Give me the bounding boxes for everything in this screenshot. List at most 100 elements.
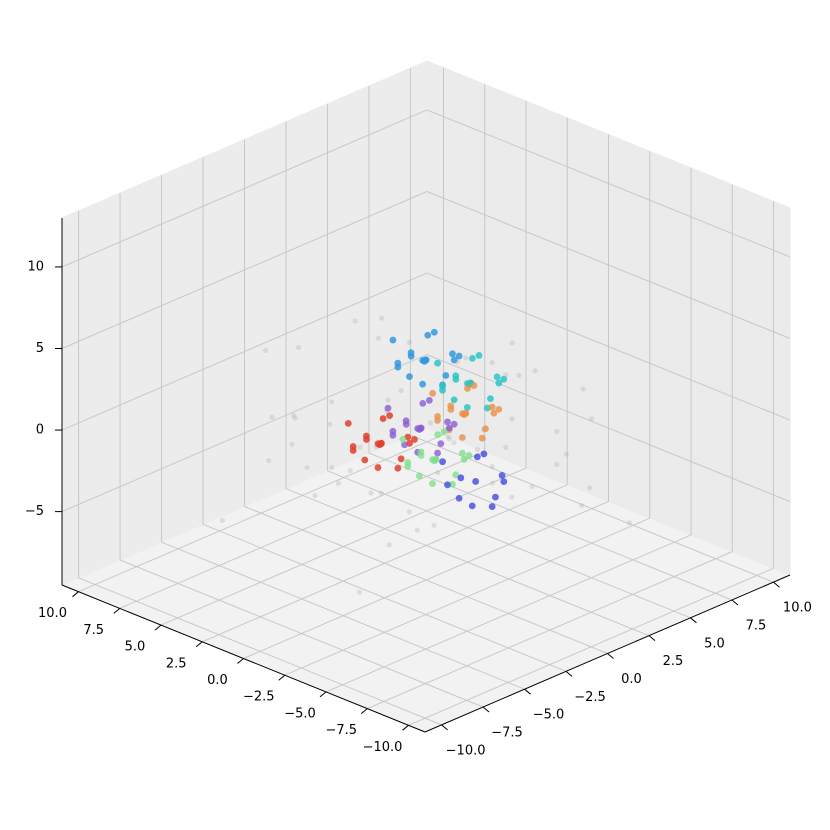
point xyxy=(347,467,353,474)
z-tick-label: 5 xyxy=(36,341,44,356)
point xyxy=(498,472,506,479)
y-tick xyxy=(690,617,697,624)
point xyxy=(449,480,456,488)
point xyxy=(399,436,407,443)
y-tick xyxy=(441,724,448,731)
point xyxy=(489,359,495,366)
point xyxy=(480,450,488,458)
grid-line xyxy=(161,541,525,690)
point xyxy=(487,395,494,403)
point xyxy=(463,355,469,361)
x-tick-label: 2.5 xyxy=(166,656,187,671)
point xyxy=(516,372,522,379)
point xyxy=(389,336,397,344)
point xyxy=(389,431,397,439)
point xyxy=(503,444,509,450)
point xyxy=(474,447,480,453)
grid-line xyxy=(61,109,428,268)
point xyxy=(495,405,503,413)
point xyxy=(449,350,456,358)
grid-line xyxy=(202,523,567,672)
point xyxy=(470,382,478,389)
point xyxy=(444,481,451,489)
grid-line xyxy=(426,191,791,339)
grid-line xyxy=(78,577,442,726)
point xyxy=(335,480,342,486)
point xyxy=(458,449,466,457)
x-tick-label: −2.5 xyxy=(243,690,275,705)
point xyxy=(329,464,335,470)
grid-line xyxy=(327,470,691,619)
point xyxy=(444,418,451,426)
point xyxy=(378,315,385,321)
point xyxy=(424,331,432,339)
y-tick-label: −5.0 xyxy=(533,708,565,723)
point xyxy=(463,403,471,411)
point xyxy=(464,385,471,392)
point xyxy=(219,517,226,523)
point xyxy=(452,372,460,380)
point xyxy=(425,396,433,404)
point xyxy=(509,494,515,500)
point xyxy=(445,424,453,432)
x-tick-label: −5.0 xyxy=(284,706,316,721)
point xyxy=(406,339,413,346)
grid-line xyxy=(410,434,774,583)
x-tick-label: 0.0 xyxy=(207,673,228,688)
point xyxy=(475,352,483,359)
point xyxy=(460,455,468,463)
point xyxy=(457,474,465,482)
point xyxy=(465,452,473,459)
point xyxy=(296,344,302,351)
y-tick xyxy=(773,581,780,588)
point xyxy=(417,424,425,432)
x-tick-label: −7.5 xyxy=(325,723,357,738)
point xyxy=(312,492,318,499)
point xyxy=(455,494,463,502)
point xyxy=(352,318,358,324)
point xyxy=(415,472,423,480)
point xyxy=(349,447,357,454)
point xyxy=(384,404,392,412)
point xyxy=(488,503,496,510)
grid-line xyxy=(61,272,428,431)
point xyxy=(356,589,363,595)
point xyxy=(450,356,458,364)
x-tick-label: 7.5 xyxy=(83,623,104,638)
point xyxy=(262,347,269,354)
point xyxy=(394,464,402,472)
point xyxy=(304,464,310,471)
point xyxy=(407,349,415,357)
point xyxy=(428,420,434,426)
grid-line xyxy=(61,191,428,349)
y-tick-label: −7.5 xyxy=(491,726,523,741)
point xyxy=(509,416,515,422)
point xyxy=(377,440,385,447)
point xyxy=(292,415,298,421)
x-tick xyxy=(154,624,162,631)
grid-line xyxy=(426,272,791,421)
point xyxy=(404,463,412,470)
point xyxy=(442,372,450,379)
point xyxy=(580,386,586,392)
point xyxy=(289,441,295,447)
point xyxy=(362,432,370,440)
point xyxy=(440,428,448,436)
point xyxy=(437,440,445,448)
grid-line xyxy=(426,354,791,503)
point xyxy=(402,417,410,425)
x-tick xyxy=(402,724,409,731)
grid-line xyxy=(426,109,791,258)
point xyxy=(451,440,457,446)
point xyxy=(398,388,404,394)
point xyxy=(473,453,481,461)
y-tick-label: 2.5 xyxy=(663,654,684,669)
point xyxy=(554,428,560,435)
grid-line xyxy=(119,559,484,708)
grid-line xyxy=(368,452,733,601)
y-tick-label: 0.0 xyxy=(621,672,642,687)
point xyxy=(344,420,352,427)
point xyxy=(406,509,412,515)
point xyxy=(368,490,374,496)
